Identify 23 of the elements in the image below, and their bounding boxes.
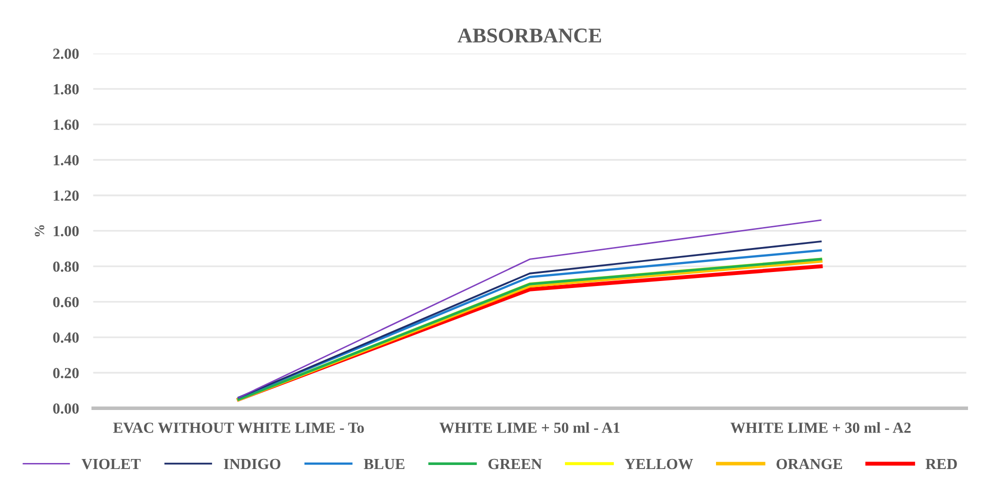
y-tick-label: 1.60 — [54, 120, 79, 130]
y-axis-title: % — [34, 225, 44, 236]
legend-label: VIOLET — [82, 458, 141, 470]
x-tick-label: WHITE LIME + 30 ml - A2 — [730, 422, 911, 433]
y-tick-label: 0.20 — [53, 368, 79, 378]
y-tick-label: 1.00 — [54, 226, 79, 236]
y-tick-label: 1.40 — [54, 155, 79, 166]
legend-label: BLUE — [364, 458, 404, 470]
legend-label: ORANGE — [776, 458, 842, 470]
legend-label: YELLOW — [624, 458, 694, 470]
y-tick-label: 0.80 — [53, 261, 79, 272]
legend-label: GREEN — [488, 458, 542, 470]
legend-label: RED — [926, 458, 957, 470]
y-tick-label: 0.40 — [53, 332, 79, 343]
legend-label: INDIGO — [224, 458, 280, 470]
x-tick-label: EVAC WITHOUT WHITE LIME - To — [113, 422, 364, 433]
x-tick-label: WHITE LIME + 50 ml - A1 — [439, 422, 620, 433]
chart-title: ABSORBANCE — [458, 28, 602, 43]
y-tick-label: 1.80 — [54, 84, 79, 94]
y-tick-label: 2.00 — [53, 48, 79, 59]
y-tick-label: 0.60 — [53, 296, 79, 308]
y-tick-label: 0.00 — [53, 403, 79, 414]
y-tick-label: 1.20 — [54, 190, 79, 201]
